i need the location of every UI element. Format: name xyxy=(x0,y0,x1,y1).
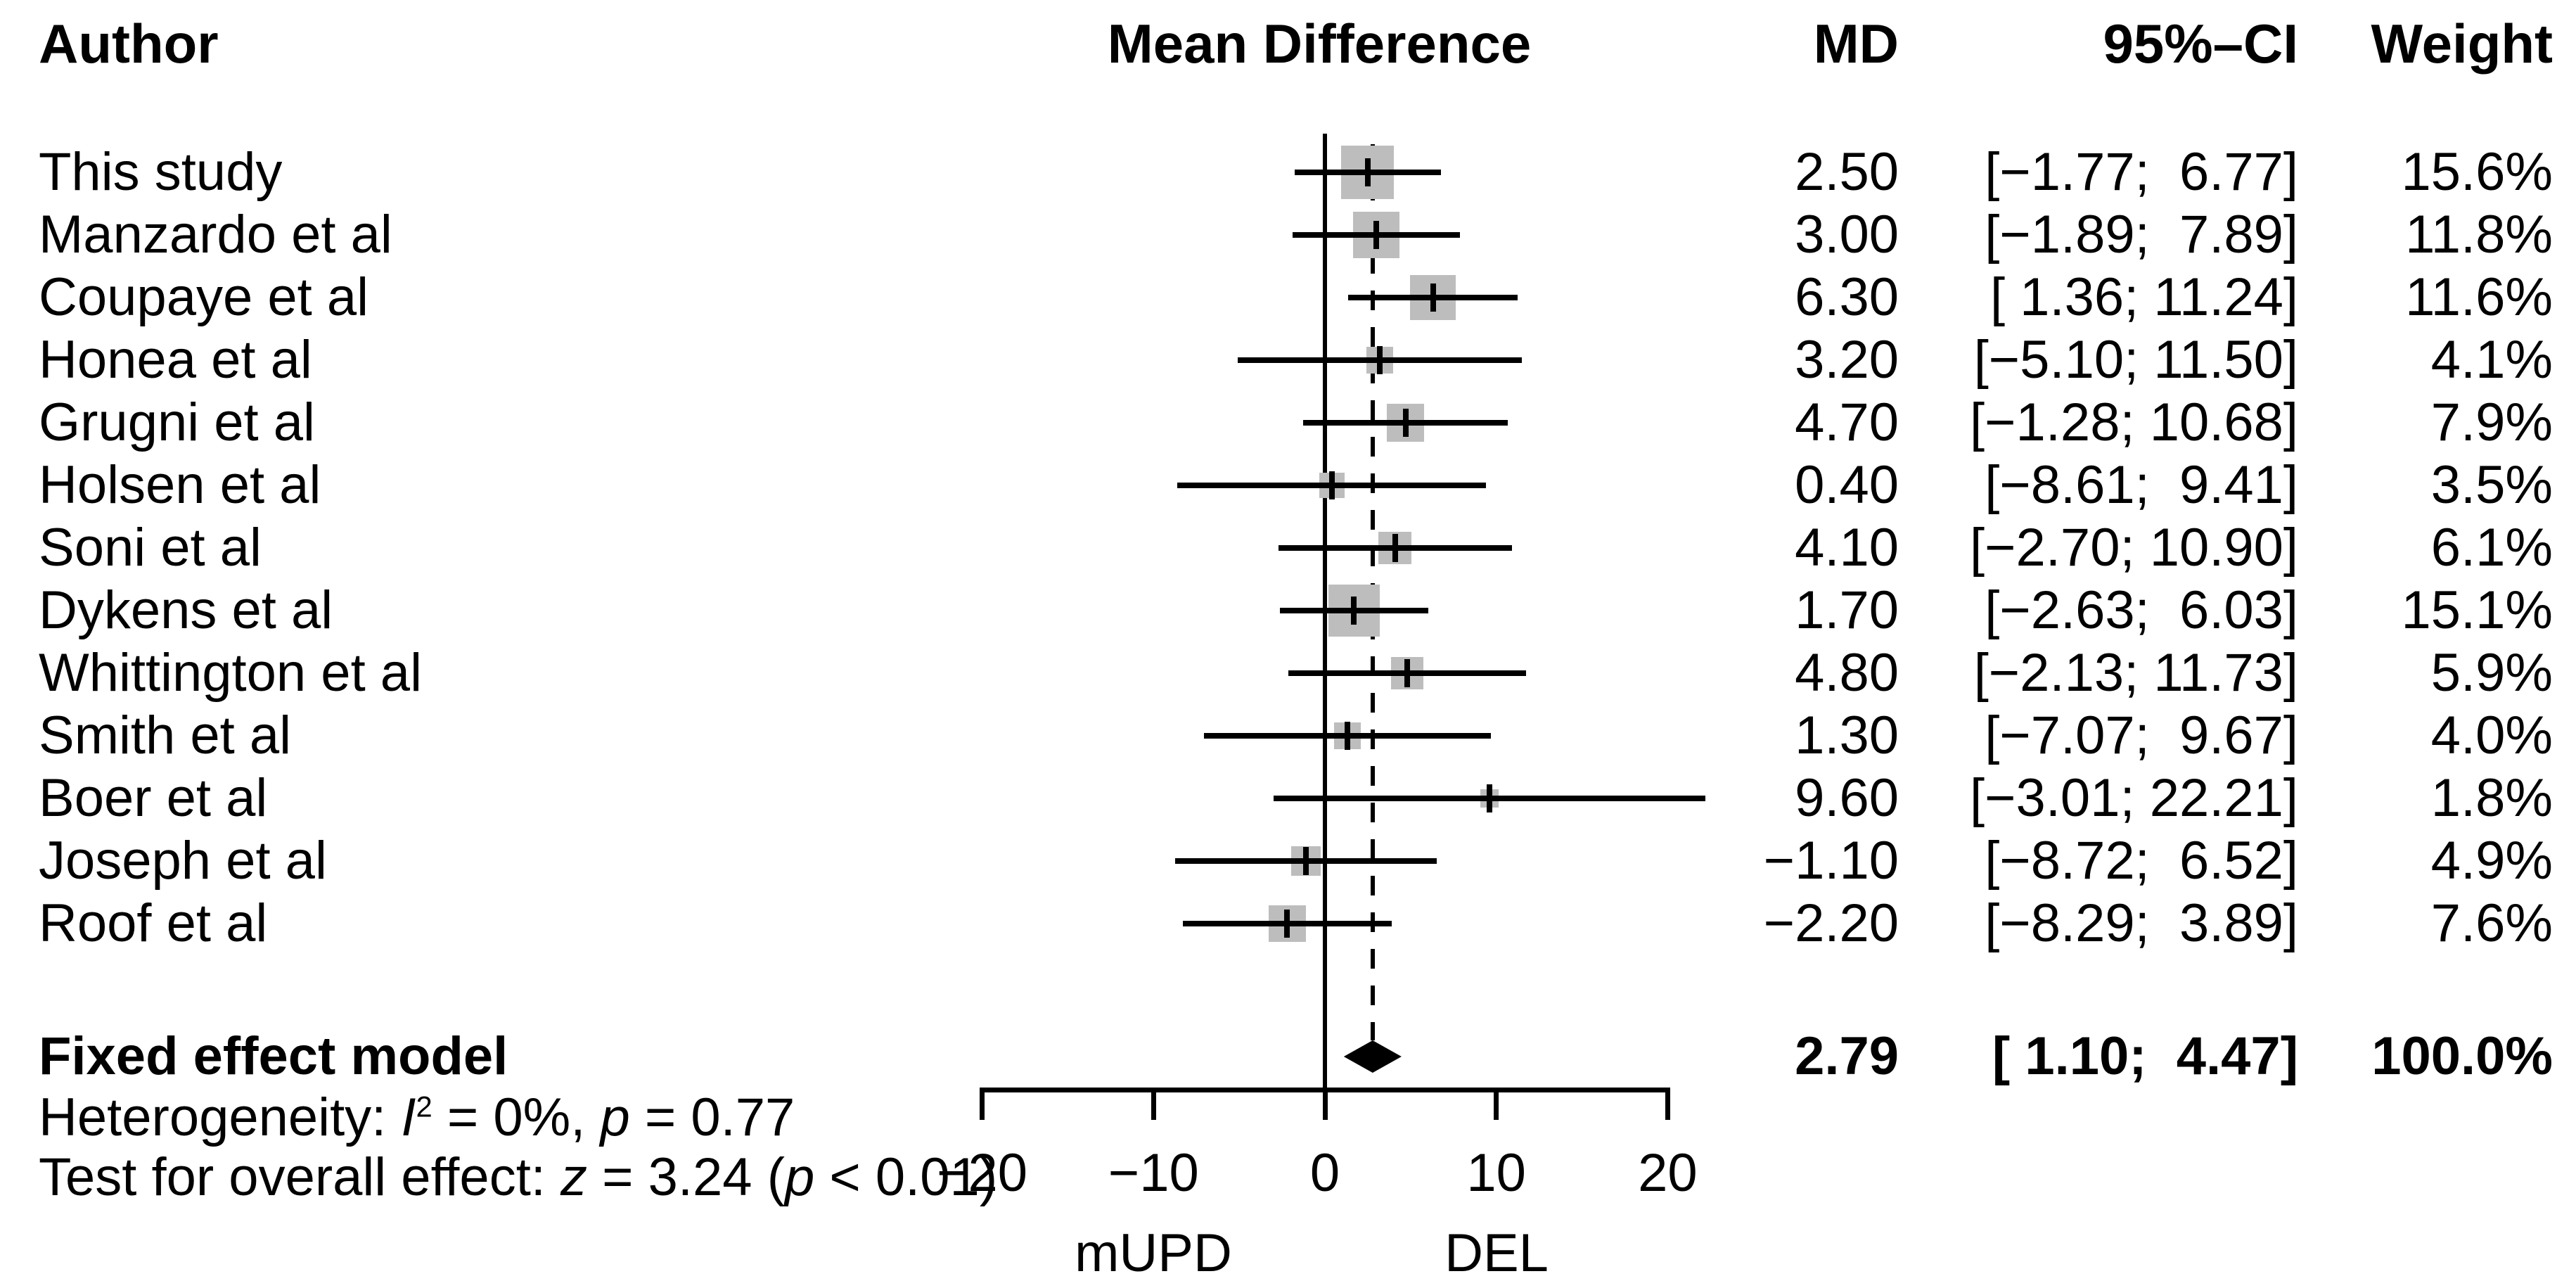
study-ci-value: [−1.28; 10.68] xyxy=(1970,393,2298,452)
study-weight-value: 4.1% xyxy=(2430,330,2553,390)
study-ci-value: [−3.01; 22.21] xyxy=(1970,768,2298,828)
x-axis-tick xyxy=(1494,1088,1499,1120)
x-axis-tick xyxy=(1151,1088,1156,1120)
study-ci-value: [−8.72; 6.52] xyxy=(1985,831,2298,891)
point-estimate-tick xyxy=(1376,346,1383,374)
x-axis-tick-label: 10 xyxy=(1466,1143,1526,1203)
study-md-value: 6.30 xyxy=(1795,267,1899,327)
point-estimate-tick xyxy=(1430,283,1436,312)
overall-effect-note: Test for overall effect: z = 3.24 (p < 0… xyxy=(39,1147,998,1207)
point-estimate-tick xyxy=(1392,534,1398,562)
study-md-value: −2.20 xyxy=(1763,893,1899,953)
point-estimate-tick xyxy=(1402,409,1409,437)
study-weight-value: 7.9% xyxy=(2430,393,2553,452)
study-ci-value: [−8.29; 3.89] xyxy=(1985,893,2298,953)
study-weight-value: 4.9% xyxy=(2430,831,2553,891)
point-estimate-tick xyxy=(1373,221,1380,249)
column-header-weight: Weight xyxy=(2371,13,2553,75)
study-md-value: 3.20 xyxy=(1795,330,1899,390)
summary-row-label: Fixed effect model xyxy=(39,1026,508,1086)
study-md-value: 0.40 xyxy=(1795,455,1899,515)
x-axis-tick xyxy=(980,1088,985,1120)
study-author: Dykens et al xyxy=(39,580,333,640)
study-ci-value: [−2.70; 10.90] xyxy=(1970,518,2298,578)
study-ci-value: [−2.13; 11.73] xyxy=(1973,643,2298,703)
study-author: This study xyxy=(39,142,283,202)
study-author: Holsen et al xyxy=(39,455,321,515)
study-ci-value: [−1.77; 6.77] xyxy=(1985,142,2298,202)
x-axis-tick-label: −20 xyxy=(937,1143,1028,1203)
study-weight-value: 4.0% xyxy=(2430,706,2553,765)
study-weight-value: 6.1% xyxy=(2430,518,2553,578)
study-md-value: 3.00 xyxy=(1795,205,1899,264)
point-estimate-tick xyxy=(1328,471,1335,499)
study-author: Whittington et al xyxy=(39,643,422,703)
column-header-ci: 95%–CI xyxy=(2103,13,2299,75)
study-ci-value: [−1.89; 7.89] xyxy=(1985,205,2298,264)
study-author: Joseph et al xyxy=(39,831,327,891)
study-md-value: 4.70 xyxy=(1795,393,1899,452)
study-md-value: 2.50 xyxy=(1795,142,1899,202)
x-axis-tick xyxy=(1665,1088,1670,1120)
column-header-md: MD xyxy=(1813,13,1899,75)
point-estimate-tick xyxy=(1364,158,1371,186)
study-ci-value: [−5.10; 11.50] xyxy=(1973,330,2298,390)
summary-diamond xyxy=(1343,1040,1402,1073)
column-header-author: Author xyxy=(39,13,219,75)
study-weight-value: 11.6% xyxy=(2405,267,2553,327)
x-axis-tick-label: 0 xyxy=(1309,1143,1340,1203)
study-weight-value: 11.8% xyxy=(2405,205,2553,264)
study-weight-value: 15.1% xyxy=(2401,580,2553,640)
study-weight-value: 5.9% xyxy=(2430,643,2553,703)
study-md-value: 1.30 xyxy=(1795,706,1899,765)
point-estimate-tick xyxy=(1351,597,1357,625)
study-author: Honea et al xyxy=(39,330,312,390)
summary-row-ci: [ 1.10; 4.47] xyxy=(1992,1026,2298,1086)
point-estimate-tick xyxy=(1303,847,1309,875)
study-ci-value: [−7.07; 9.67] xyxy=(1985,706,2298,765)
summary-row-weight: 100.0% xyxy=(2371,1026,2553,1086)
point-estimate-tick xyxy=(1344,722,1350,750)
study-author: Manzardo et al xyxy=(39,205,392,264)
study-md-value: −1.10 xyxy=(1763,831,1899,891)
study-ci-value: [−8.61; 9.41] xyxy=(1985,455,2298,515)
study-md-value: 4.10 xyxy=(1795,518,1899,578)
study-author: Grugni et al xyxy=(39,393,315,452)
axis-right-group-label: DEL xyxy=(1444,1223,1549,1283)
heterogeneity-note: Heterogeneity: I2 = 0%, p = 0.77 xyxy=(39,1088,795,1147)
study-md-value: 4.80 xyxy=(1795,643,1899,703)
study-weight-value: 15.6% xyxy=(2401,142,2553,202)
study-author: Soni et al xyxy=(39,518,262,578)
x-axis-tick-label: −10 xyxy=(1108,1143,1199,1203)
study-ci-value: [−2.63; 6.03] xyxy=(1985,580,2298,640)
x-axis-tick-label: 20 xyxy=(1638,1143,1698,1203)
study-author: Coupaye et al xyxy=(39,267,369,327)
study-author: Smith et al xyxy=(39,706,292,765)
study-md-value: 1.70 xyxy=(1795,580,1899,640)
point-estimate-tick xyxy=(1404,659,1410,687)
column-header-mean-difference: Mean Difference xyxy=(1107,13,1532,75)
study-author: Roof et al xyxy=(39,893,268,953)
summary-row-md: 2.79 xyxy=(1795,1026,1899,1086)
study-weight-value: 3.5% xyxy=(2430,455,2553,515)
study-weight-value: 1.8% xyxy=(2430,768,2553,828)
study-weight-value: 7.6% xyxy=(2430,893,2553,953)
study-md-value: 9.60 xyxy=(1795,768,1899,828)
point-estimate-tick xyxy=(1284,910,1290,938)
x-axis-tick xyxy=(1322,1088,1328,1120)
study-ci-value: [ 1.36; 11.24] xyxy=(1989,267,2298,327)
study-author: Boer et al xyxy=(39,768,268,828)
point-estimate-tick xyxy=(1486,784,1492,812)
axis-left-group-label: mUPD xyxy=(1075,1223,1232,1283)
